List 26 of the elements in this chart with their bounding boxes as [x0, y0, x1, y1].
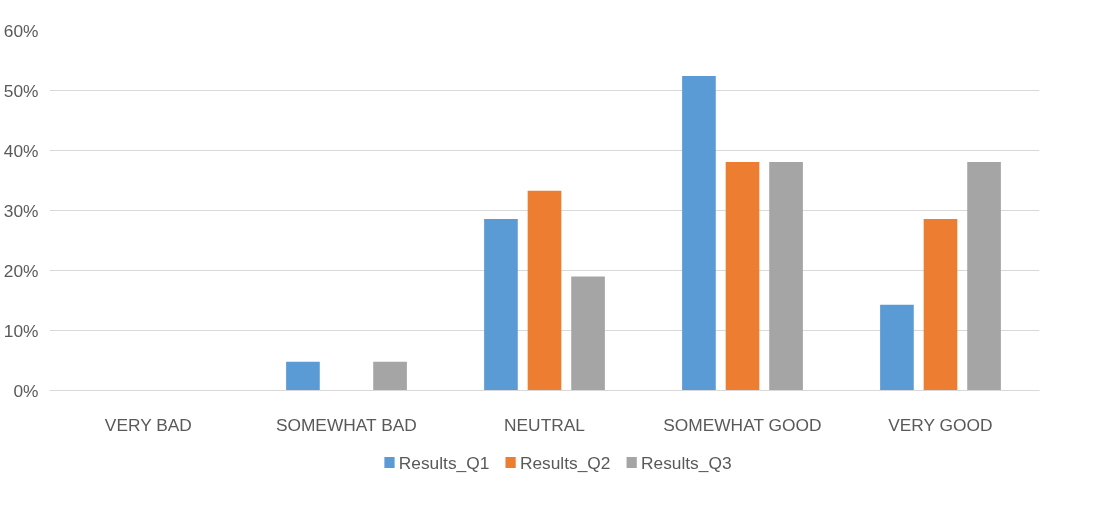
x-tick-label: NEUTRAL	[504, 414, 586, 435]
x-tick-label: VERY GOOD	[888, 414, 993, 435]
legend-label: Results_Q3	[640, 452, 732, 473]
bar	[725, 161, 760, 391]
bar	[769, 161, 803, 391]
x-tick-label: SOMEWHAT GOOD	[663, 414, 822, 435]
y-tick-label: 10%	[3, 320, 39, 341]
y-tick-label: 20%	[3, 260, 39, 281]
y-tick-label: 30%	[3, 200, 39, 221]
bar	[880, 304, 914, 391]
bar	[527, 190, 562, 391]
bar	[373, 361, 407, 391]
legend-label: Results_Q1	[398, 452, 490, 473]
legend-label: Results_Q2	[519, 452, 611, 473]
y-tick-label: 0%	[13, 380, 39, 401]
bar	[682, 76, 716, 391]
bar	[923, 218, 958, 391]
y-tick-label: 40%	[3, 140, 39, 161]
bar	[967, 161, 1001, 391]
bar	[286, 361, 320, 391]
y-tick-label: 50%	[3, 80, 39, 101]
bar	[571, 276, 605, 391]
x-tick-label: VERY BAD	[104, 414, 192, 435]
bar	[484, 218, 518, 391]
x-tick-label: SOMEWHAT BAD	[275, 414, 417, 435]
y-tick-label: 60%	[3, 20, 39, 41]
